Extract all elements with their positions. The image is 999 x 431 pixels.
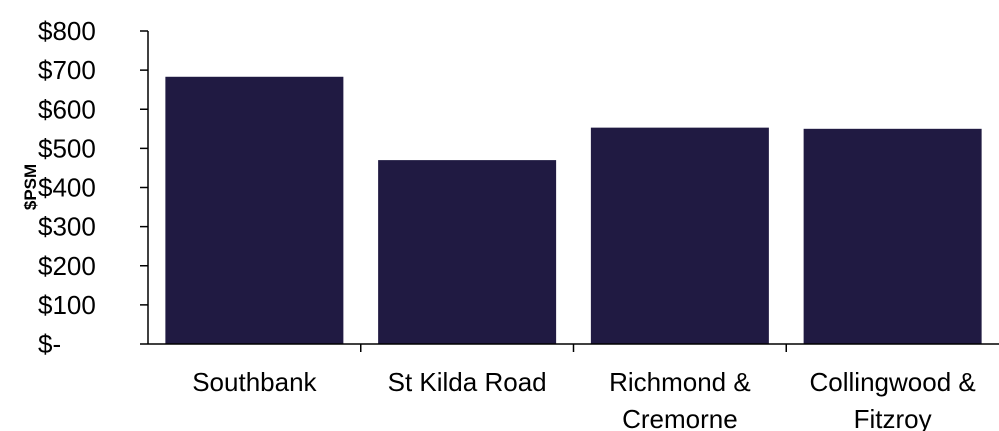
x-category-label: Richmond & Cremorne xyxy=(609,367,751,431)
bar xyxy=(590,127,769,344)
x-category-label: St Kilda Road xyxy=(388,367,547,397)
y-axis-title: $PSM xyxy=(21,164,40,210)
y-tick-label: $800 xyxy=(38,16,96,46)
y-tick-label: $500 xyxy=(38,133,96,163)
y-tick-label: $200 xyxy=(38,251,96,281)
x-category-label: Collingwood & Fitzroy xyxy=(810,367,976,431)
x-axis-ticks: Southbank St Kilda Road Richmond & Cremorne… xyxy=(192,344,976,431)
y-tick-label: $100 xyxy=(38,290,96,320)
y-tick-label: $- xyxy=(38,329,61,359)
y-tick-label: $700 xyxy=(38,55,96,85)
y-tick-label: $600 xyxy=(38,94,96,124)
y-axis-ticks: $- $100 $200 $300 $400 $500 $600 $700 $800 xyxy=(38,16,148,359)
bars xyxy=(165,76,982,345)
y-tick-label: $400 xyxy=(38,173,96,203)
bar xyxy=(378,160,557,344)
x-category-label: Southbank xyxy=(192,367,317,397)
bar xyxy=(165,76,344,345)
y-tick-label: $300 xyxy=(38,212,96,242)
bar xyxy=(803,128,982,344)
